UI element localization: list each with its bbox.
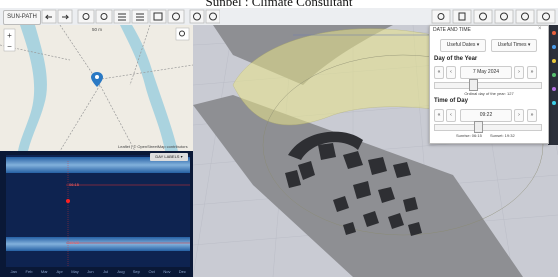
day-chart xyxy=(0,151,193,277)
month-label: Sep xyxy=(129,269,144,274)
tool-button[interactable] xyxy=(168,10,184,23)
month-label: Jan xyxy=(6,269,21,274)
month-label: Jun xyxy=(83,269,98,274)
ordinal-day: Ordinal day of the year: 127 xyxy=(430,91,548,96)
month-label: Feb xyxy=(21,269,36,274)
prev-minute-button[interactable]: ‹ xyxy=(446,109,456,122)
sunset-marker-label: 19:32 xyxy=(69,240,79,245)
next-minute-button[interactable]: › xyxy=(514,109,524,122)
day-labels-button[interactable]: DAY LABELS ▾ xyxy=(150,153,188,161)
next-hour-button[interactable]: » xyxy=(527,109,537,122)
prev-hour-button[interactable]: « xyxy=(434,109,444,122)
map-attribution: Leaflet | © OpenStreetMap contributors xyxy=(118,144,188,149)
sunset-time: Sunset: 19:32 xyxy=(490,133,515,138)
useful-times-dropdown[interactable]: Useful Times ▾ xyxy=(491,39,537,52)
side-icons xyxy=(548,25,558,145)
month-label: Oct xyxy=(144,269,159,274)
toolbar-icons xyxy=(40,9,220,25)
panel-title: DATE AND TIME xyxy=(433,27,471,33)
page: Sunbel : Climate Consultant SUN-PATH +− … xyxy=(0,0,558,277)
next-month-button[interactable]: » xyxy=(527,66,537,79)
toolbar-icons-right xyxy=(430,9,558,25)
svg-text:+: + xyxy=(7,31,12,40)
day-heading: Day of the Year xyxy=(434,56,477,62)
svg-text:−: − xyxy=(7,42,12,51)
tool-button[interactable] xyxy=(495,10,513,23)
month-label: Dec xyxy=(175,269,190,274)
month-label: Mar xyxy=(37,269,52,274)
map-scale: 50 m xyxy=(92,27,102,32)
tool-button[interactable] xyxy=(190,10,204,23)
tool-button[interactable] xyxy=(474,10,492,23)
useful-dates-dropdown[interactable]: Useful Dates ▾ xyxy=(440,39,486,52)
prev-month-button[interactable]: « xyxy=(434,66,444,79)
mode-button[interactable]: SUN-PATH xyxy=(3,10,41,25)
map: +− xyxy=(0,25,193,151)
date-field[interactable]: 7 May 2024 xyxy=(460,66,512,79)
time-field[interactable]: 09:22 xyxy=(460,109,512,122)
sunrise-time: Sunrise: 06:15 xyxy=(456,133,482,138)
time-slider[interactable] xyxy=(434,124,542,131)
day-slider-thumb[interactable] xyxy=(469,79,478,91)
day-slider[interactable] xyxy=(434,82,542,89)
next-day-button[interactable]: › xyxy=(514,66,524,79)
month-label: Apr xyxy=(52,269,67,274)
tool-button[interactable] xyxy=(537,10,555,23)
tool-button[interactable] xyxy=(206,10,220,23)
tool-button[interactable] xyxy=(78,10,94,23)
month-label: Nov xyxy=(159,269,174,274)
tool-button[interactable] xyxy=(516,10,534,23)
month-label: Jul xyxy=(98,269,113,274)
close-button[interactable]: × xyxy=(538,26,542,32)
tool-button[interactable] xyxy=(150,10,166,23)
tool-button[interactable] xyxy=(453,10,471,23)
time-heading: Time of Day xyxy=(434,98,468,104)
month-label: Aug xyxy=(113,269,128,274)
tool-button[interactable] xyxy=(96,10,112,23)
time-slider-thumb[interactable] xyxy=(474,121,483,133)
tool-button[interactable] xyxy=(432,10,450,23)
sunrise-marker-label: 06:15 xyxy=(69,182,79,187)
prev-day-button[interactable]: ‹ xyxy=(446,66,456,79)
month-label: May xyxy=(67,269,82,274)
